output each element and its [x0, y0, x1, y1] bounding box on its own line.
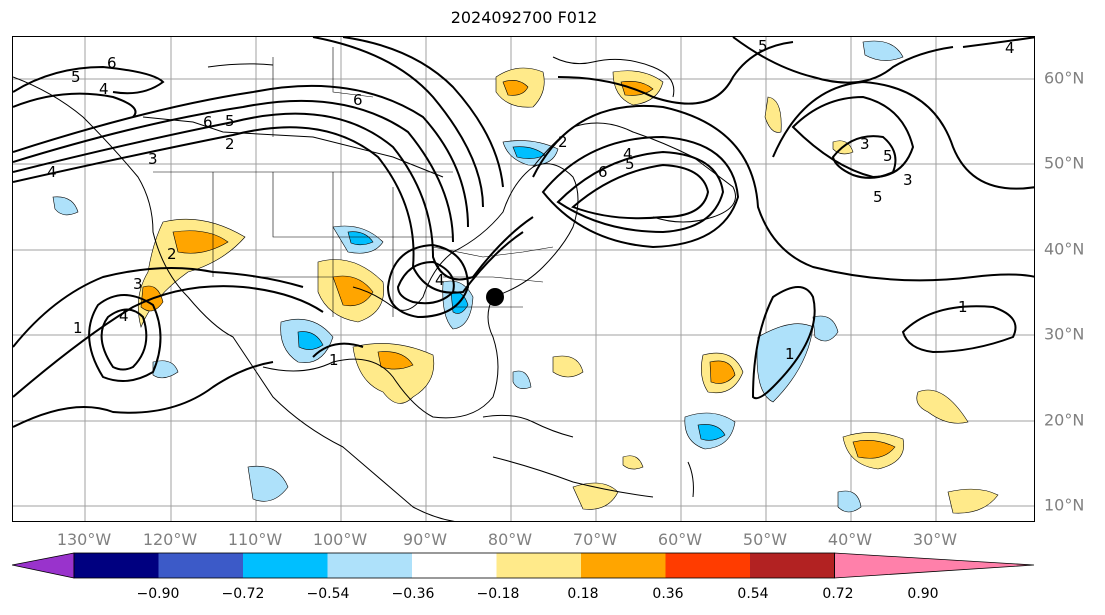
anomaly-region [622, 455, 644, 470]
anomaly-region [332, 275, 374, 306]
anomaly-region [552, 355, 584, 378]
contour-label: 4 [623, 145, 633, 163]
colorbar-segment [327, 553, 413, 578]
colorbar-segment [412, 553, 497, 578]
storm-location-dot [486, 288, 504, 306]
anomaly-region [764, 96, 782, 133]
longitude-label: 60°W [657, 530, 703, 549]
anomaly-region [947, 488, 999, 514]
anomaly-region [172, 230, 229, 254]
colorbar-segment [496, 553, 582, 578]
latitude-label: 50°N [1044, 153, 1085, 173]
contour-label: 1 [785, 345, 795, 363]
latitude-label: 20°N [1044, 410, 1085, 430]
contour-label: 5 [71, 68, 81, 86]
contour-label: 6 [353, 91, 363, 109]
colorbar-extend-low [12, 552, 75, 579]
anomaly-region [916, 389, 969, 424]
contour-label: 2 [225, 135, 235, 153]
contour-label: 6 [598, 163, 608, 181]
latitude-label: 30°N [1044, 324, 1085, 344]
anomaly-region [812, 315, 839, 342]
contour-label: 3 [903, 171, 913, 189]
longitude-label: 70°W [572, 530, 618, 549]
anomaly-region [247, 465, 289, 502]
colorbar-segment [581, 553, 666, 578]
anomaly-region [347, 231, 374, 246]
contour-label: 2 [558, 133, 568, 151]
longitude-label: 120°W [142, 530, 198, 549]
anomaly-region [837, 490, 862, 513]
anomaly-region [377, 351, 414, 370]
longitude-label: 80°W [487, 530, 533, 549]
anomaly-region [862, 40, 904, 61]
colorbar-segment [665, 553, 751, 578]
longitude-label: 50°W [742, 530, 788, 549]
contour-label: 4 [435, 271, 445, 289]
map-title: 2024092700 F012 [450, 8, 598, 27]
political-borders [153, 47, 554, 317]
anomaly-region [697, 424, 726, 441]
contour-label: 4 [99, 80, 109, 98]
anomaly-region [52, 196, 79, 216]
contour-label: 4 [47, 163, 57, 181]
contour-label: 6 [107, 54, 117, 72]
anomaly-region [297, 331, 324, 350]
colorbar-frame [73, 552, 835, 579]
contour-label: 5 [225, 112, 235, 130]
colorbar-tick-label: 0.18 [567, 586, 599, 602]
contours [13, 37, 1034, 428]
anomaly-region [756, 323, 814, 403]
contour-label: 3 [860, 135, 870, 153]
longitude-label: 130°W [56, 530, 112, 549]
contour-label: 3 [148, 150, 158, 168]
anomaly-region [852, 440, 896, 459]
colorbar-tick-label: 0.54 [737, 586, 769, 602]
longitude-label: 90°W [402, 530, 448, 549]
contour-label: 4 [1005, 39, 1015, 57]
colorbar-segment [243, 553, 328, 578]
contour-label: 1 [329, 351, 339, 369]
colorbar-extend-high [834, 552, 1035, 579]
colorbar-segment [750, 553, 835, 578]
longitude-label: 110°W [227, 530, 283, 549]
anomaly-region [709, 360, 736, 384]
colorbar-tick-label: 0.36 [652, 586, 684, 602]
colorbar-tick-label: 0.72 [822, 586, 854, 602]
anomaly-region [620, 81, 654, 96]
anomaly-region [152, 360, 179, 379]
colorbar-tick-label: −0.72 [221, 586, 265, 602]
contour-label: 2 [167, 245, 177, 263]
anomaly-region [502, 80, 529, 96]
colorbar-tick-label: −0.18 [476, 586, 520, 602]
latitude-label: 40°N [1044, 239, 1085, 259]
latitude-label: 10°N [1044, 495, 1085, 515]
longitude-label: 40°W [827, 530, 873, 549]
contour-label: 3 [133, 275, 143, 293]
colorbar-tick-label: 0.90 [907, 586, 939, 602]
contour-label: 5 [625, 155, 635, 173]
colorbar-tick-label: −0.90 [136, 586, 180, 602]
contour-label: 5 [883, 147, 893, 165]
colorbar [12, 552, 1035, 579]
longitude-label: 30°W [912, 530, 958, 549]
colorbar-tick-label: −0.36 [391, 586, 435, 602]
contour-label: 1 [958, 298, 968, 316]
contour-label: 5 [758, 37, 768, 55]
colorbar-segment [158, 553, 244, 578]
contour-label: 6 [203, 113, 213, 131]
contour-label: 1 [73, 319, 83, 337]
colorbar-segment [74, 553, 159, 578]
anomaly-region [352, 343, 435, 404]
colorbar-tick-label: −0.54 [306, 586, 350, 602]
longitude-label: 100°W [312, 530, 368, 549]
contour-label: 4 [119, 307, 129, 325]
anomaly-region [512, 370, 532, 389]
latitude-label: 60°N [1044, 68, 1085, 88]
shaded-anomalies [52, 40, 999, 514]
contour-label: 5 [873, 188, 883, 206]
